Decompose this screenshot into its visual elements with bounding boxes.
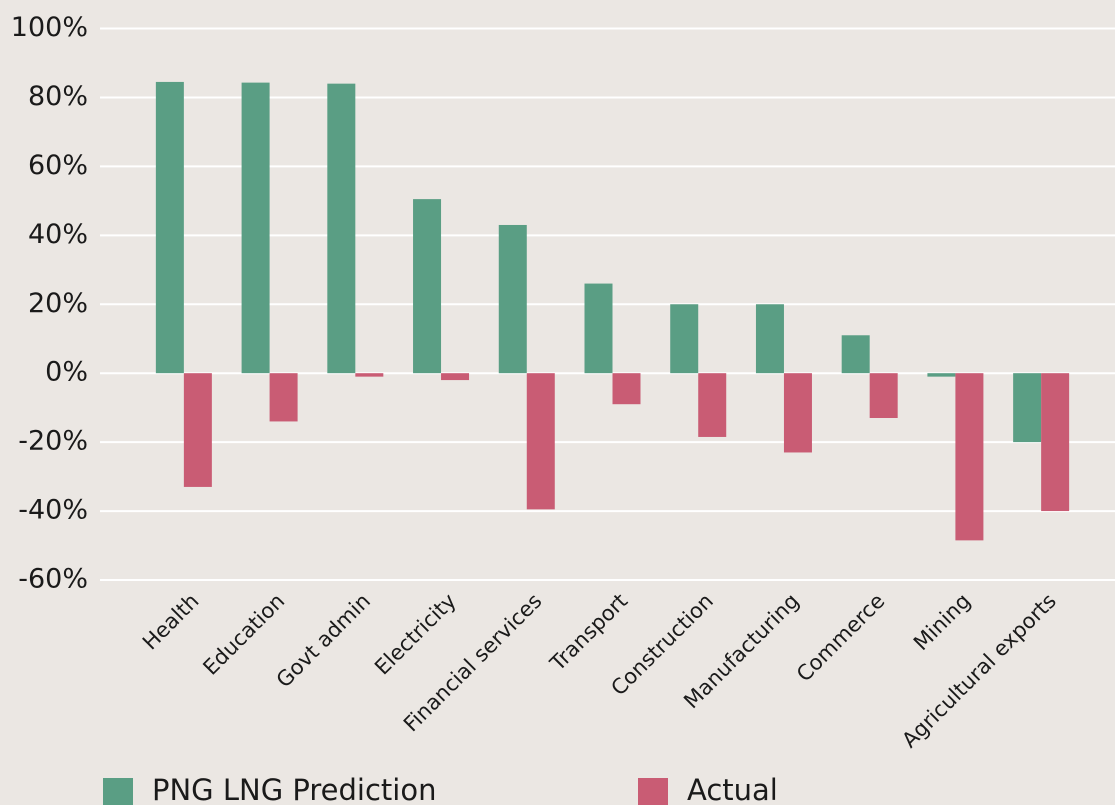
legend-swatch: [103, 778, 133, 805]
bar: [584, 283, 613, 374]
bar: [955, 373, 984, 541]
bar: [1041, 373, 1070, 512]
y-tick-label: 40%: [28, 219, 88, 250]
bar: [1013, 373, 1042, 443]
y-tick-label: -20%: [18, 426, 88, 457]
legend-swatch: [638, 778, 668, 805]
bar: [327, 83, 356, 374]
y-tick-label: 60%: [28, 150, 88, 181]
bar: [498, 224, 527, 374]
bar: [155, 81, 184, 374]
x-tick-label: Commerce: [792, 589, 890, 687]
bar: [670, 304, 699, 374]
bar: [783, 373, 812, 453]
y-tick-label: 0%: [45, 357, 88, 388]
bar: [355, 373, 384, 377]
bar: [241, 82, 270, 374]
y-tick-label: -40%: [18, 495, 88, 526]
legend-label: Actual: [687, 773, 778, 805]
bar: [269, 373, 298, 422]
bar: [441, 373, 470, 381]
x-tick-label: Mining: [909, 589, 975, 655]
bar: [869, 373, 898, 418]
y-tick-label: 20%: [28, 288, 88, 319]
x-tick-label: Electricity: [370, 589, 461, 680]
bar: [413, 199, 442, 374]
y-tick-label: 80%: [28, 81, 88, 112]
legend-label: PNG LNG Prediction: [152, 773, 436, 805]
bar: [698, 373, 727, 437]
x-tick-label: Health: [138, 589, 204, 655]
bar: [612, 373, 641, 405]
x-tick-label: Transport: [545, 589, 632, 676]
x-tick-label: Education: [198, 589, 289, 680]
bar: [755, 304, 784, 374]
bar: [927, 373, 956, 377]
bar: [841, 335, 870, 374]
y-tick-label: 100%: [11, 12, 88, 43]
bar: [183, 373, 212, 487]
bar: [526, 373, 555, 510]
x-tick-label: Agricultural exports: [897, 589, 1061, 753]
y-tick-label: -60%: [18, 564, 88, 595]
